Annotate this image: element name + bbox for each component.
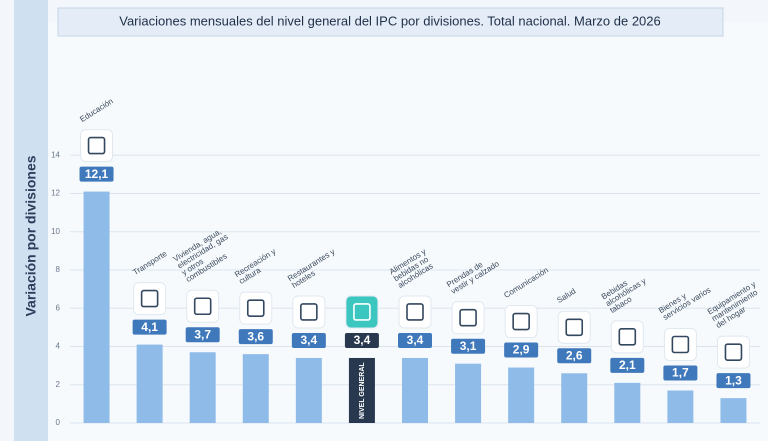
icon-box — [663, 327, 697, 361]
value-label: 3,4 — [301, 333, 318, 347]
value-label: 1,7 — [672, 366, 689, 380]
bar — [720, 398, 747, 423]
value-label: 2,1 — [619, 358, 636, 372]
y-tick-label: 2 — [56, 380, 61, 389]
value-label-box — [344, 332, 379, 348]
icon-glyph — [406, 303, 424, 321]
value-label: 3,7 — [194, 327, 211, 341]
value-label: 3,6 — [247, 329, 264, 343]
icon-box — [292, 295, 326, 329]
value-label: 3,1 — [460, 339, 477, 353]
category-label: NIVEL GENERAL — [359, 362, 366, 419]
value-label-box — [185, 327, 220, 343]
icon-box — [504, 305, 538, 339]
icon-glyph — [300, 303, 318, 321]
value-label-box — [398, 332, 432, 348]
bar — [561, 373, 588, 423]
value-label-box — [238, 329, 273, 345]
icon-glyph — [565, 318, 584, 337]
value-label-box — [291, 332, 326, 348]
bar — [136, 344, 163, 423]
value-label: 2,6 — [566, 348, 583, 362]
icon-glyph — [193, 297, 212, 316]
y-tick-label: 6 — [56, 303, 61, 312]
bar — [348, 357, 375, 423]
y-axis-label: Variación por divisiones — [23, 155, 39, 316]
icon-box — [610, 320, 644, 354]
icon-glyph — [618, 328, 637, 346]
bar — [508, 367, 535, 423]
value-label-box — [610, 357, 645, 373]
icon-glyph — [671, 335, 690, 354]
y-tick-label: 8 — [56, 265, 61, 274]
icon-box — [239, 291, 273, 325]
value-label: 1,3 — [725, 373, 742, 387]
side-strip — [14, 0, 48, 441]
icon-glyph — [353, 303, 371, 321]
icon-glyph — [140, 289, 159, 308]
bar — [614, 382, 641, 423]
bar — [455, 363, 482, 423]
bar — [83, 191, 110, 423]
y-tick-label: 10 — [51, 227, 60, 236]
bar — [667, 390, 694, 423]
icon-box — [398, 295, 432, 329]
icon-glyph — [246, 299, 265, 317]
icon-box — [557, 310, 591, 344]
y-tick-label: 4 — [56, 342, 61, 351]
value-label-box — [504, 342, 539, 358]
y-tick-label: 12 — [51, 189, 60, 198]
value-label: 4,1 — [141, 320, 158, 334]
value-label-box — [79, 166, 114, 182]
bar — [242, 354, 269, 423]
icon-glyph — [724, 343, 743, 361]
value-label: 2,9 — [513, 343, 530, 357]
bar — [295, 357, 322, 423]
y-tick-label: 0 — [56, 418, 61, 427]
icon-glyph — [87, 136, 106, 155]
icon-box — [80, 129, 114, 163]
bar — [402, 357, 428, 423]
chart-title: Variaciones mensuales del nivel general … — [119, 13, 661, 28]
icon-glyph — [459, 308, 477, 327]
icon-box — [133, 282, 167, 316]
icon-box — [186, 289, 220, 323]
value-label-box — [557, 348, 592, 364]
icon-box — [716, 335, 750, 369]
icon-box — [451, 301, 485, 335]
bar — [189, 352, 216, 423]
value-label: 3,4 — [354, 333, 371, 347]
y-tick-label: 14 — [51, 150, 60, 159]
title-box — [57, 7, 724, 37]
value-label-box — [451, 338, 486, 354]
value-label-box — [716, 373, 751, 389]
value-label-box — [663, 365, 698, 381]
value-label-box — [132, 319, 167, 335]
icon-box — [345, 295, 379, 329]
value-label: 12,1 — [85, 167, 109, 181]
value-label: 3,4 — [407, 333, 424, 347]
icon-glyph — [512, 312, 530, 331]
